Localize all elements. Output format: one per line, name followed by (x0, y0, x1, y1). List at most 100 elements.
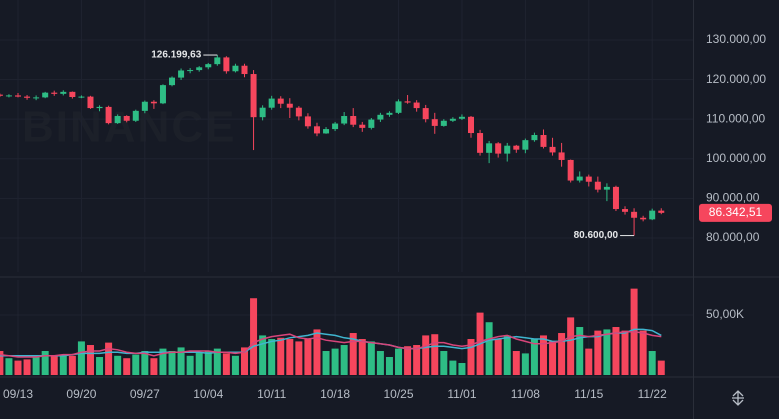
volume-bar (213, 348, 221, 375)
volume-bar (657, 360, 665, 375)
volume-bar (5, 358, 13, 375)
candle-body (413, 102, 420, 109)
candle-body (368, 119, 375, 128)
candle-body (341, 116, 348, 124)
candle-body (313, 126, 320, 134)
candle-body (531, 135, 538, 141)
volume-bar (32, 357, 40, 375)
volume-bar (422, 335, 430, 375)
candle-body (51, 92, 58, 94)
volume-bar (576, 327, 584, 375)
volume-bar (521, 353, 529, 375)
candle-body (549, 146, 556, 153)
volume-bar (585, 348, 593, 375)
volume-bar (530, 339, 538, 375)
candle-body (5, 95, 12, 97)
volume-bar (648, 351, 656, 375)
volume-bar (413, 345, 421, 375)
volume-bar (86, 345, 94, 375)
candle-body (223, 57, 230, 72)
volume-bar (268, 339, 276, 375)
volume-bar (59, 354, 67, 375)
candle-body (422, 108, 429, 120)
candle-body (468, 116, 474, 134)
volume-bar (385, 357, 393, 375)
scale-toggle[interactable] (728, 385, 748, 406)
candle-body (477, 133, 484, 153)
volume-bar (295, 341, 303, 375)
candle-body (250, 74, 257, 118)
volume-bar (277, 337, 285, 375)
candle-body (141, 101, 148, 111)
volume-bar (105, 342, 113, 375)
watermark: BINANCE (22, 103, 236, 152)
volume-bar (612, 327, 620, 375)
candle-body (286, 103, 293, 108)
volume-bar (23, 359, 31, 375)
candle-body (431, 119, 438, 126)
candle-body (631, 211, 638, 218)
candle-body (603, 186, 610, 190)
candle-body (169, 77, 176, 86)
volume-bar (132, 354, 140, 375)
volume-bar (114, 355, 122, 375)
volume-ma-line (0, 328, 662, 357)
volume-bar (340, 345, 348, 375)
volume-bar (96, 357, 104, 375)
candle-body (15, 95, 21, 97)
candle-body (105, 106, 112, 124)
volume-bar (0, 351, 4, 375)
candle-body (114, 116, 121, 124)
x-tick-label: 11/01 (447, 387, 476, 401)
annotation-label: 80.600,00 (574, 230, 619, 241)
candle-body (558, 152, 565, 160)
volume-bar (431, 334, 439, 375)
volume-bar (485, 322, 493, 375)
volume-bar (259, 335, 267, 375)
candle-body (205, 64, 212, 68)
volume-bar (141, 351, 149, 375)
volume-bar (14, 360, 22, 375)
volume-bar (376, 351, 384, 375)
y-tick-label: 120.000,00 (706, 72, 766, 86)
volume-bar (241, 347, 248, 375)
last-price-tag (699, 203, 772, 222)
candle-body (150, 101, 157, 104)
volume-bar (222, 353, 230, 375)
volume-bar (322, 351, 330, 375)
candle-body (277, 98, 284, 104)
x-tick-label: 10/18 (320, 387, 350, 401)
x-tick-label: 11/08 (511, 387, 540, 401)
volume-bar (41, 351, 49, 375)
volume-bar (304, 339, 312, 375)
candle-body (187, 70, 194, 72)
candle-body (449, 118, 456, 121)
x-tick-label: 10/11 (257, 387, 286, 401)
candle-body (386, 112, 393, 115)
candle-body (567, 159, 574, 181)
volume-bar (621, 330, 629, 375)
candle-body (395, 101, 402, 113)
last-price-label: 86.342,51 (709, 205, 763, 219)
volume-bar (168, 351, 176, 375)
y-tick-label: 130.000,00 (706, 32, 766, 46)
x-tick-label: 09/13 (3, 387, 33, 401)
volume-bar (395, 348, 403, 375)
volume-bar (358, 339, 366, 375)
candle-body (640, 217, 647, 220)
scale-toggle-icon[interactable] (732, 390, 744, 406)
candle-body (576, 176, 583, 181)
volume-bar (458, 363, 466, 375)
volume-bar (313, 329, 321, 375)
candle-body (540, 135, 547, 147)
candle-body (522, 140, 529, 150)
candle-body (24, 96, 31, 98)
volume-bar (204, 351, 212, 375)
candle-body (295, 107, 302, 117)
volume-bar (68, 355, 76, 375)
x-tick-label: 09/27 (130, 387, 160, 401)
candle-body (78, 96, 85, 98)
y-tick-label: 90.000,00 (706, 191, 760, 205)
y-tick-label: 80.000,00 (706, 230, 760, 244)
